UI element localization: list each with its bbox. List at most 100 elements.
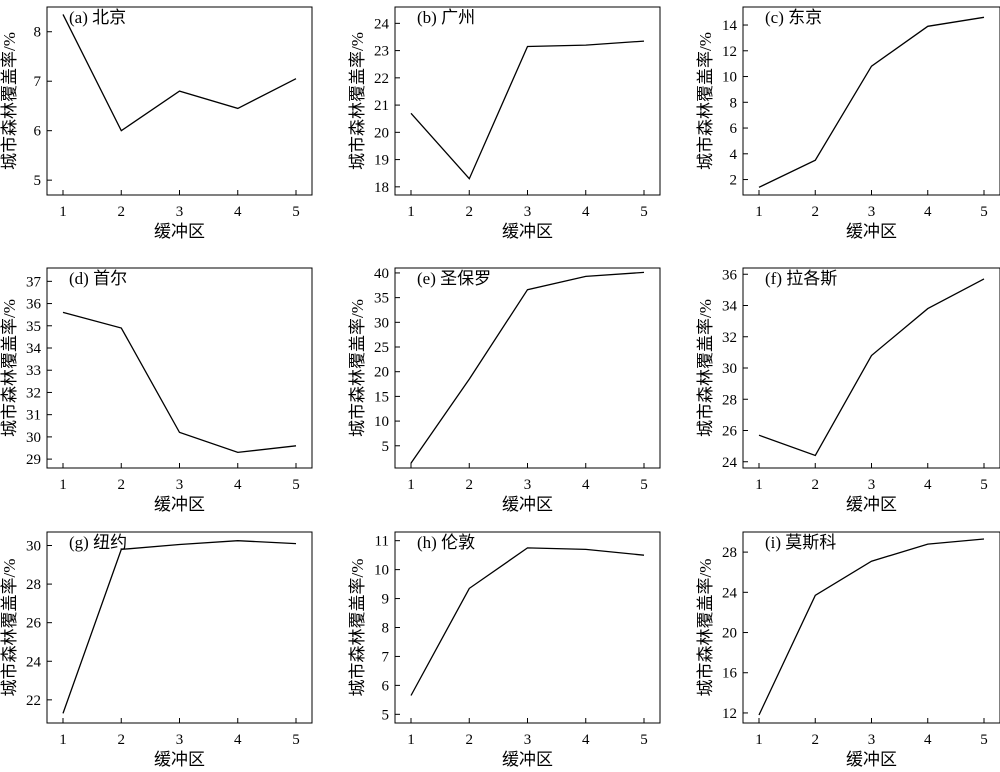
x-tick-label: 3: [176, 204, 184, 220]
y-tick-label: 26: [722, 424, 738, 440]
x-tick-label: 2: [466, 732, 474, 748]
y-tick-label: 6: [730, 121, 738, 137]
y-tick-label: 25: [374, 340, 389, 356]
series-line-1: [62, 540, 297, 714]
x-tick-label: 2: [466, 204, 474, 220]
chart-panel-4: (d) 首尔1 2 3 4 5293031323334353637缓冲区城市森林覆盖率/…: [0, 267, 313, 514]
y-tick-label: 26: [26, 616, 42, 632]
y-tick-label: 30: [26, 539, 41, 555]
y-tick-label: 30: [722, 361, 737, 377]
y-axis-title: 城市森林覆盖率/%: [0, 559, 19, 697]
x-tick-label: 3: [524, 732, 532, 748]
y-axis-title: 城市森林覆盖率/%: [0, 299, 19, 437]
y-tick-label: 34: [26, 341, 42, 357]
x-tick-label: 5: [980, 204, 988, 220]
y-axis-title: 城市森林覆盖率/%: [348, 559, 367, 697]
series-line-1: [62, 14, 297, 132]
y-tick-label: 15: [374, 389, 389, 405]
plot-frame: [46, 267, 313, 469]
y-axis-title: 城市森林覆盖率/%: [696, 32, 715, 170]
y-tick-label: 7: [382, 649, 390, 665]
y-axis-title: 城市森林覆盖率/%: [348, 299, 367, 437]
x-tick-label: 5: [292, 204, 300, 220]
x-axis-title: 缓冲区: [502, 495, 553, 514]
plot-frame: [394, 531, 661, 724]
y-tick-label: 35: [374, 291, 389, 307]
x-axis-title: 缓冲区: [846, 495, 897, 514]
plot-frame: [46, 531, 313, 724]
series-line-1: [758, 538, 985, 716]
x-tick-label: 1: [407, 477, 415, 493]
y-tick-label: 34: [722, 299, 738, 315]
x-tick-label: 1: [407, 732, 415, 748]
x-tick-label: 4: [924, 204, 932, 220]
panel-title: (a) 北京: [69, 8, 126, 27]
x-tick-label: 1: [755, 477, 763, 493]
x-axis-title: 缓冲区: [154, 750, 205, 767]
plot-frame: [742, 267, 1000, 469]
x-tick-label: 4: [582, 204, 590, 220]
y-tick-label: 6: [382, 678, 390, 694]
series-line-1: [62, 311, 297, 454]
x-tick-label: 4: [234, 732, 242, 748]
series-line-1: [410, 547, 645, 696]
x-tick-label: 5: [640, 204, 648, 220]
x-tick-label: 1: [59, 204, 67, 220]
chart-panel-5: (e) 圣保罗 1 2 3 4 5 5 10 15 20 25 30 35 40 缓冲区 城市森林覆盖率/%: [348, 266, 661, 514]
y-tick-label: 14: [722, 18, 738, 34]
x-tick-label: 2: [118, 204, 126, 220]
chart-panel-8: (h) 伦敦 1 2 3 4 5 5 6 7 8 9 10 11 缓冲区 城市森林覆盖率/%: [348, 531, 661, 769]
y-tick-label: 22: [374, 71, 389, 87]
x-tick-label: 4: [924, 732, 932, 748]
x-tick-label: 2: [118, 477, 126, 493]
y-tick-label: 4: [730, 147, 738, 163]
x-tick-label: 4: [582, 477, 590, 493]
y-tick-label: 20: [374, 365, 389, 381]
y-tick-label: 5: [382, 707, 390, 723]
y-axis-title: 城市森林覆盖率/%: [696, 299, 715, 437]
series-line-1: [758, 278, 985, 457]
y-tick-label: 21: [374, 98, 389, 114]
y-tick-label: 5: [382, 439, 390, 455]
panel-title: (e) 圣保罗: [417, 269, 491, 288]
x-tick-label: 4: [234, 204, 242, 220]
y-tick-label: 28: [722, 545, 737, 561]
y-tick-label: 32: [26, 385, 41, 401]
x-tick-label: 3: [868, 204, 876, 220]
y-tick-label: 2: [730, 173, 738, 189]
x-tick-label: 2: [118, 732, 126, 748]
panel-title: (i) 莫斯科: [765, 533, 836, 552]
x-tick-label: 3: [176, 477, 184, 493]
y-tick-label: 19: [374, 153, 389, 169]
y-tick-label: 7: [34, 74, 42, 90]
x-tick-label: 3: [868, 477, 876, 493]
y-tick-label: 10: [722, 70, 737, 86]
panel-title: (g) 纽约: [69, 533, 127, 552]
y-axis-title: 城市森林覆盖率/%: [0, 32, 19, 170]
x-tick-label: 4: [924, 477, 932, 493]
x-tick-label: 1: [407, 204, 415, 220]
y-tick-label: 24: [722, 585, 738, 601]
x-tick-label: 2: [812, 204, 820, 220]
y-tick-label: 20: [374, 125, 389, 141]
x-tick-label: 5: [640, 477, 648, 493]
y-tick-label: 9: [382, 592, 390, 608]
panel-title: (c) 东京: [765, 8, 822, 27]
y-tick-label: 8: [34, 25, 42, 41]
chart-panel-7: (g) 纽约 1 2 3 4 5 22 24 26 28 30 缓冲区 城市森林覆盖率/%: [0, 531, 313, 769]
x-tick-label: 1: [59, 732, 67, 748]
panel-title: (f) 拉各斯: [765, 269, 837, 288]
plot-frame: [46, 6, 313, 196]
x-tick-label: 3: [524, 477, 532, 493]
x-tick-label: 2: [812, 732, 820, 748]
y-tick-label: 24: [374, 16, 390, 32]
y-tick-label: 30: [374, 315, 389, 331]
y-tick-label: 36: [26, 297, 42, 313]
x-tick-label: 5: [980, 732, 988, 748]
y-tick-label: 36: [722, 267, 738, 283]
